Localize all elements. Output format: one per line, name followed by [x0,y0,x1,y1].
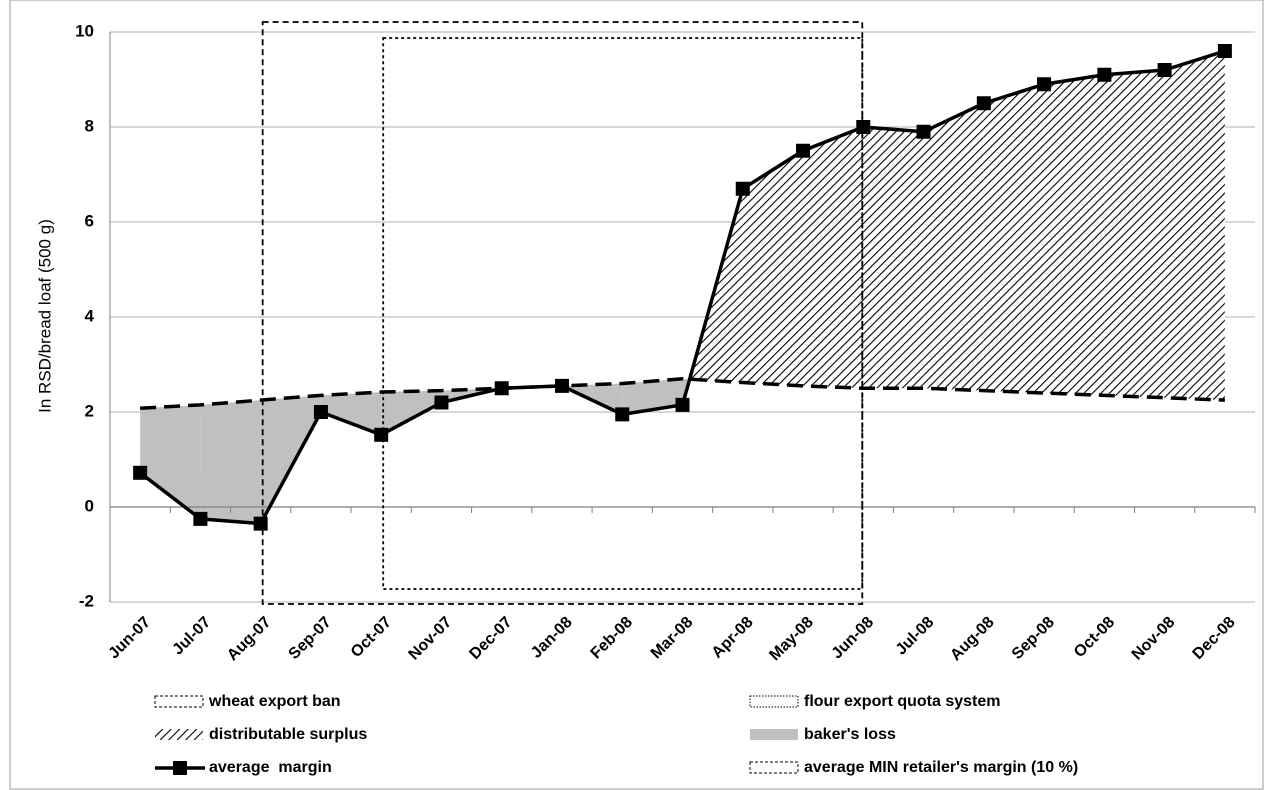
marker [856,120,871,134]
x-tick-label: Dec-07 [466,614,515,663]
x-tick-label: Jun-08 [829,614,878,663]
x-tick-label: Jul-08 [893,614,938,659]
x-tick-label: Jun-07 [105,614,154,663]
legend-label: average MIN retailer's margin (10 %) [804,759,1078,776]
x-tick-label: Oct-08 [1071,614,1118,661]
period-box [261,21,864,605]
loss-area [381,390,442,435]
marker [916,124,931,139]
y-axis-label: In RSD/bread loaf (500 g) [35,219,54,413]
legend-label: distributable surplus [209,726,367,743]
marker [796,143,811,158]
surplus-area [1164,51,1225,401]
marker [313,405,328,419]
y-tick-label: 6 [85,211,94,230]
x-tick-label: Dec-08 [1190,614,1239,663]
y-tick-label: 0 [85,496,94,515]
min-margin-line [140,376,1225,410]
x-tick-label: May-08 [766,614,816,664]
x-tick-label: Sep-08 [1009,614,1058,663]
frame [9,0,1264,790]
surplus-area [1044,74,1105,396]
period-box [382,37,864,590]
legend-label: baker's loss [804,726,896,743]
x-tick-label: Feb-08 [588,614,637,663]
loss-area [320,392,382,435]
marker [1097,67,1112,82]
marker [1037,77,1052,92]
y-tick-label: 2 [85,401,94,420]
marker [1157,63,1172,77]
marker [374,427,389,442]
y-tick-label: 4 [85,306,95,325]
legend-label: wheat export ban [208,693,341,710]
marker [434,395,449,410]
x-tick-label: Oct-07 [348,614,395,661]
marker [615,407,630,422]
x-tick-label: Aug-08 [947,614,997,664]
surplus-area [923,103,984,391]
y-tick-label: 10 [75,21,94,40]
x-tick-label: Mar-08 [648,614,697,663]
marker [1217,44,1232,58]
legend-label: flour export quota system [804,693,1000,710]
x-tick-label: Jul-07 [169,614,214,659]
marker [735,181,750,196]
surplus-area [803,127,864,389]
legend-swatch [749,761,799,774]
loss-area [140,404,201,519]
surplus-area [863,127,924,389]
y-tick-label: 8 [85,116,94,135]
surplus-area [742,150,804,386]
loss-area [622,378,683,415]
legend-swatch [155,729,203,740]
x-tick-label: Jan-08 [528,614,576,662]
x-tick-label: Aug-07 [224,614,274,664]
legend-swatch [154,695,204,708]
loss-area [260,395,321,524]
legend-swatch [750,729,798,740]
marker [253,516,268,531]
surplus-area [983,84,1045,393]
x-tick-label: Apr-08 [709,614,757,662]
x-tick-label: Nov-08 [1129,614,1179,664]
x-tick-label: Sep-07 [286,614,335,663]
legend-swatch [173,761,187,775]
x-tick-label: Nov-07 [406,614,456,664]
surplus-area [1104,70,1165,398]
marker [675,397,690,412]
legend-label: average margin [209,759,332,776]
y-tick-label: -2 [79,591,94,610]
marker [193,511,208,526]
marker [976,96,991,111]
legend-swatch [749,695,799,708]
loss-area [200,400,261,524]
marker [133,465,148,480]
